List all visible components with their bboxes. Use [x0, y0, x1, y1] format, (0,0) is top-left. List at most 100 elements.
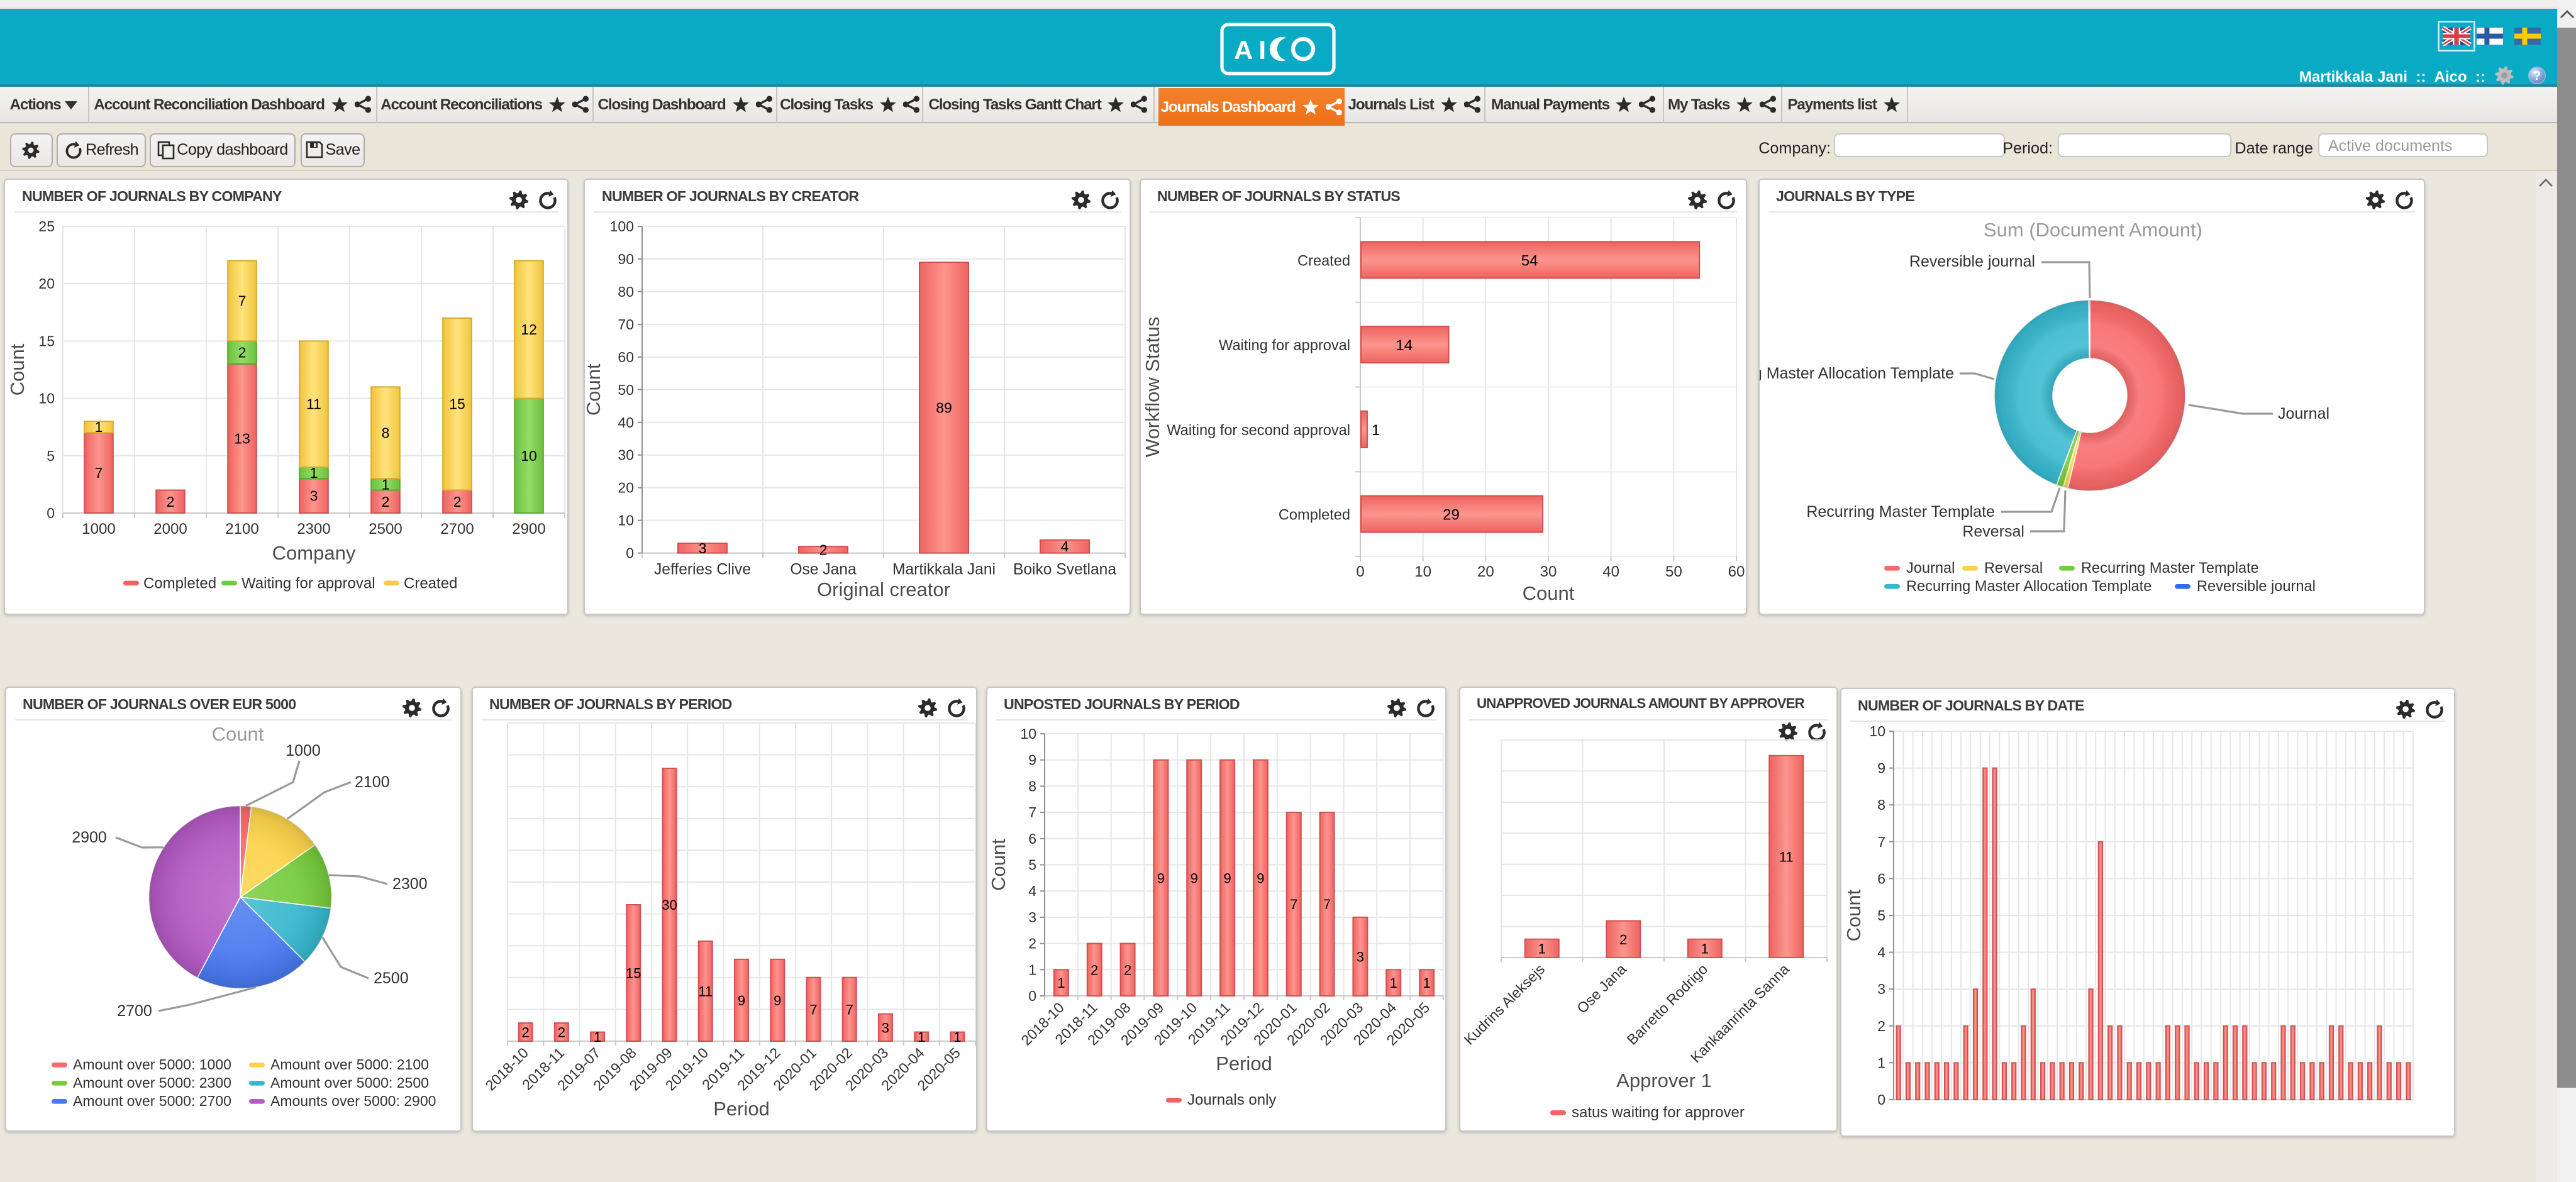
svg-text:2: 2	[1090, 962, 1097, 978]
svg-text:Sum (Document Amount): Sum (Document Amount)	[1983, 219, 2202, 241]
svg-text:1: 1	[1389, 975, 1397, 991]
svg-text:15: 15	[449, 396, 465, 412]
svg-text:2: 2	[453, 494, 462, 510]
svg-text:9: 9	[773, 993, 780, 1008]
svg-text:13: 13	[234, 430, 250, 446]
svg-text:Workflow Status: Workflow Status	[1141, 317, 1163, 457]
svg-text:1: 1	[917, 1029, 924, 1045]
svg-text:2: 2	[557, 1025, 565, 1041]
svg-text:3: 3	[699, 540, 707, 556]
svg-text:7: 7	[1323, 897, 1330, 912]
svg-text:4: 4	[1877, 944, 1885, 961]
svg-text:2700: 2700	[440, 521, 474, 538]
svg-text:7: 7	[845, 1002, 853, 1017]
svg-text:Period: Period	[1215, 1052, 1272, 1074]
svg-text:40: 40	[1602, 563, 1619, 580]
svg-text:Ose Jana: Ose Jana	[790, 561, 857, 578]
svg-text:3: 3	[1877, 981, 1885, 997]
svg-text:54: 54	[1521, 252, 1538, 269]
svg-text:20: 20	[38, 275, 55, 292]
svg-text:8: 8	[382, 424, 390, 441]
svg-text:7: 7	[809, 1002, 816, 1017]
svg-text:6: 6	[1028, 831, 1036, 847]
svg-text:4: 4	[1028, 883, 1036, 899]
svg-text:8: 8	[1028, 778, 1036, 794]
svg-text:Count: Count	[1522, 582, 1574, 604]
svg-text:Approver 1: Approver 1	[1616, 1069, 1711, 1091]
svg-text:2700: 2700	[116, 1002, 152, 1020]
svg-text:Original creator: Original creator	[817, 578, 950, 600]
svg-text:7: 7	[1289, 897, 1297, 912]
svg-text:90: 90	[618, 251, 634, 267]
svg-text:satus waiting for approver: satus waiting for approver	[1571, 1104, 1744, 1121]
svg-text:Journal: Journal	[1906, 560, 1954, 577]
svg-text:7: 7	[1028, 804, 1036, 820]
svg-text:Completed: Completed	[143, 575, 216, 592]
svg-text:?: ?	[2533, 69, 2541, 82]
svg-text:50: 50	[618, 382, 634, 398]
svg-text:9: 9	[1157, 870, 1164, 886]
svg-text:3: 3	[1028, 909, 1036, 925]
svg-text:2900: 2900	[512, 521, 545, 538]
svg-text:Reversible journal: Reversible journal	[2196, 578, 2315, 595]
svg-text:3: 3	[881, 1020, 889, 1036]
svg-text:7: 7	[1877, 834, 1885, 850]
svg-text:Kudrins Aleksejs: Kudrins Aleksejs	[1460, 961, 1548, 1048]
svg-text:Waiting for approval: Waiting for approval	[242, 575, 375, 592]
svg-text:11: 11	[306, 396, 321, 412]
svg-text:1: 1	[1538, 941, 1545, 956]
svg-text:12: 12	[521, 321, 537, 338]
svg-text:14: 14	[1395, 337, 1412, 354]
svg-text:1000: 1000	[82, 521, 115, 538]
svg-text:Ose Jana: Ose Jana	[1573, 961, 1629, 1017]
svg-text:5: 5	[1028, 857, 1036, 873]
svg-text:100: 100	[610, 218, 634, 235]
svg-text:20: 20	[1477, 563, 1494, 580]
svg-text:30: 30	[1540, 563, 1557, 580]
svg-text:7: 7	[238, 293, 247, 309]
svg-text:2: 2	[238, 345, 247, 361]
svg-text:89: 89	[936, 399, 952, 416]
svg-text:Boiko Svetlana: Boiko Svetlana	[1013, 561, 1116, 578]
svg-text:9: 9	[1028, 752, 1036, 768]
svg-text:2: 2	[1123, 962, 1131, 978]
svg-text:Jefferies Clive: Jefferies Clive	[654, 561, 751, 578]
svg-text:7: 7	[95, 465, 103, 481]
svg-text:Reversal: Reversal	[1962, 522, 2024, 540]
svg-text:15: 15	[38, 333, 55, 349]
svg-text:0: 0	[626, 545, 634, 561]
svg-text:1: 1	[1371, 422, 1379, 439]
svg-text:Amount over 5000: 2100: Amount over 5000: 2100	[270, 1056, 428, 1073]
svg-text:0: 0	[1028, 988, 1036, 1004]
svg-text:10: 10	[38, 390, 55, 407]
svg-text:60: 60	[618, 349, 634, 365]
svg-text:11: 11	[697, 983, 712, 999]
svg-text:2500: 2500	[373, 969, 408, 987]
svg-text:1: 1	[1701, 941, 1708, 956]
svg-text:Count: Count	[987, 839, 1009, 891]
svg-text:0: 0	[47, 505, 55, 521]
svg-text:5: 5	[1877, 907, 1885, 924]
svg-text:2900: 2900	[71, 829, 106, 846]
svg-text:Amount over 5000: 2700: Amount over 5000: 2700	[72, 1093, 231, 1109]
svg-text:30: 30	[618, 447, 634, 463]
svg-text:Created: Created	[404, 575, 457, 592]
svg-text:1: 1	[1057, 975, 1064, 991]
svg-text:40: 40	[618, 414, 634, 431]
svg-text:Count: Count	[585, 363, 604, 416]
svg-text:1: 1	[593, 1029, 601, 1045]
svg-text:Martikkala Jani: Martikkala Jani	[892, 561, 996, 578]
svg-text:9: 9	[737, 993, 745, 1008]
svg-text:3: 3	[1356, 949, 1363, 964]
svg-text:Amount over 5000: 2500: Amount over 5000: 2500	[270, 1074, 428, 1091]
svg-text:Recurring Master Allocation Te: Recurring Master Allocation Template	[1759, 365, 1953, 382]
svg-text:2500: 2500	[369, 521, 402, 538]
svg-text:2: 2	[382, 494, 390, 510]
svg-text:Count: Count	[1842, 889, 1864, 941]
svg-text:Waiting for second approval: Waiting for second approval	[1166, 423, 1350, 439]
svg-text:11: 11	[1779, 849, 1793, 864]
svg-text:Reversible journal: Reversible journal	[1909, 253, 2035, 270]
svg-text:Recurring Master Template: Recurring Master Template	[2080, 560, 2258, 577]
svg-text:Period: Period	[713, 1098, 769, 1120]
svg-text:2100: 2100	[354, 773, 389, 791]
